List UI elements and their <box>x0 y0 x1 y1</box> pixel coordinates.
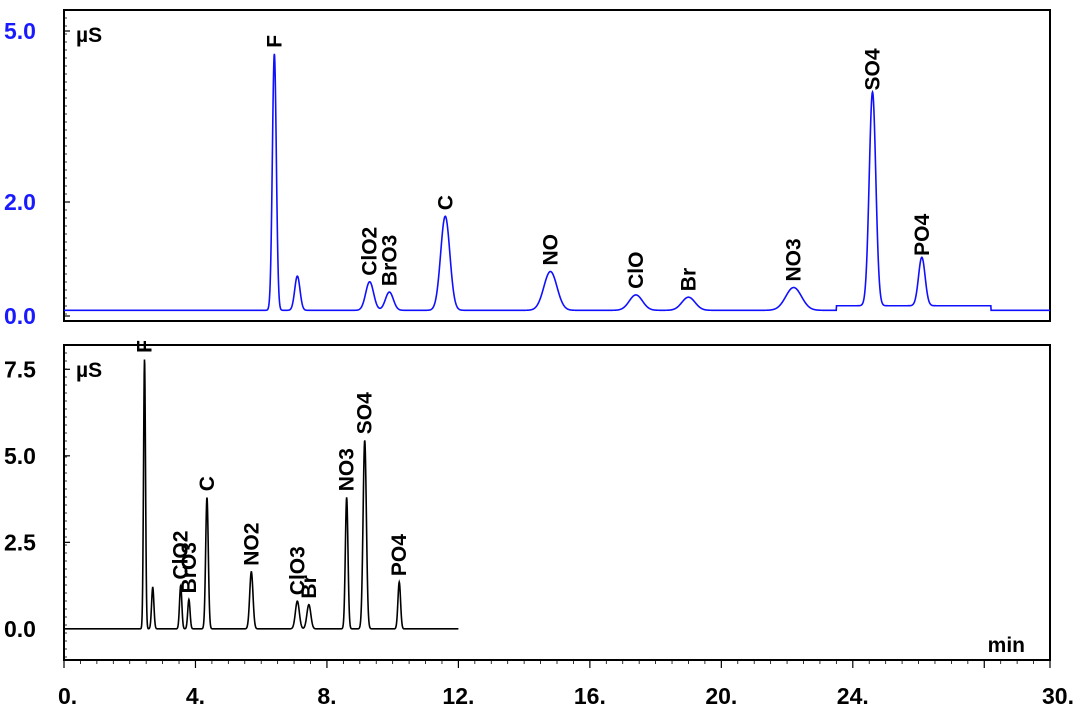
bottom-peak-label: NO2 <box>240 523 263 566</box>
bottom-y-unit-label: µS <box>76 359 102 382</box>
bottom-peak-label: C <box>196 476 219 491</box>
top-peak-label: Br <box>678 268 701 291</box>
top-y-tick-label: 0.0 <box>4 303 36 329</box>
bottom-peak-label: Br <box>298 575 321 598</box>
top-y-unit-label: µS <box>76 24 102 47</box>
bottom-peak-label: BrO3 <box>178 542 201 593</box>
bottom-trace-line <box>64 359 459 630</box>
bottom-peak-label: ClO3 <box>286 546 309 595</box>
x-tick-label: 24. <box>837 683 869 709</box>
top-peak-label: ClO2 <box>359 227 382 276</box>
shared-x-axis: 0. 4. 8. 12. 16. 20. 24. 30. <box>58 660 1074 709</box>
top-plot-frame <box>63 9 1051 322</box>
top-peak-label: BrO3 <box>378 235 401 286</box>
bottom-peak-label: F <box>134 340 157 353</box>
top-peak-label: F <box>263 35 286 48</box>
bottom-peak-label: NO3 <box>336 448 359 491</box>
top-peak-label: NO <box>539 234 562 266</box>
top-peak-label: ClO <box>625 252 648 289</box>
bottom-peak-label: SO4 <box>354 392 377 434</box>
x-tick-label: 0. <box>58 683 77 709</box>
top-trace-line <box>64 53 1050 312</box>
x-tick-label: 12. <box>442 683 474 709</box>
top-peak-label: PO4 <box>911 214 934 256</box>
x-tick-label: 30. <box>1042 683 1074 709</box>
top-peak-label: SO4 <box>862 48 885 90</box>
top-peak-label: C <box>434 195 457 210</box>
x-axis-unit-label: min <box>988 634 1025 657</box>
top-peak-label: NO3 <box>783 238 806 281</box>
x-tick-label: 20. <box>705 683 737 709</box>
x-tick-label: 8. <box>317 683 336 709</box>
x-tick-label: 4. <box>186 683 205 709</box>
bottom-peak-label: PO4 <box>388 534 411 576</box>
bottom-y-tick-label: 0.0 <box>4 616 36 642</box>
top-y-tick-label: 5.0 <box>4 18 36 44</box>
bottom-y-tick-label: 7.5 <box>4 356 36 382</box>
bottom-y-tick-label: 2.5 <box>4 529 36 555</box>
bottom-y-tick-label: 5.0 <box>4 443 36 469</box>
x-tick-label: 16. <box>574 683 606 709</box>
bottom-peak-label: ClO2 <box>170 531 193 580</box>
top-y-tick-label: 2.0 <box>4 189 36 215</box>
bottom-plot-frame <box>63 344 1051 661</box>
